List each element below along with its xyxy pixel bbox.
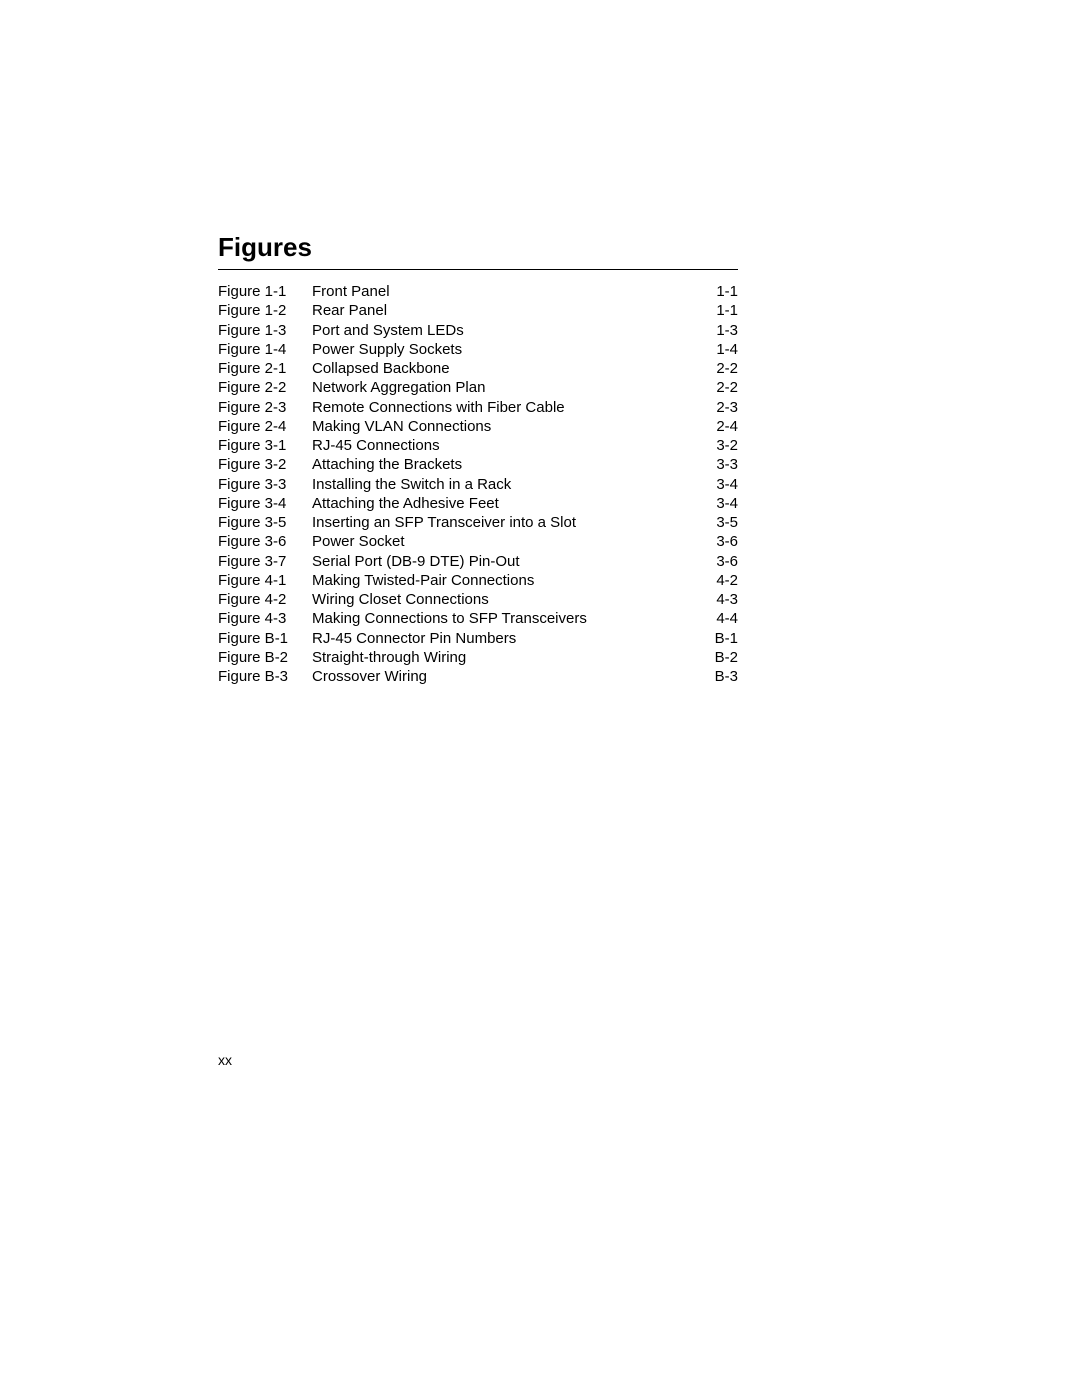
- figure-entry: Figure 3-4Attaching the Adhesive Feet3-4: [218, 494, 738, 513]
- figure-title: Power Socket: [312, 533, 698, 550]
- figure-number: Figure B-1: [218, 630, 312, 647]
- figure-entry: Figure 4-2Wiring Closet Connections4-3: [218, 590, 738, 609]
- figure-page: 3-6: [698, 553, 738, 570]
- figure-entry: Figure B-2Straight-through WiringB-2: [218, 648, 738, 667]
- figure-number: Figure 2-3: [218, 399, 312, 416]
- figure-number: Figure B-3: [218, 668, 312, 685]
- figure-entry: Figure 2-3Remote Connections with Fiber …: [218, 398, 738, 417]
- figure-title: Network Aggregation Plan: [312, 379, 698, 396]
- figure-number: Figure 1-3: [218, 322, 312, 339]
- figure-entry: Figure 3-3Installing the Switch in a Rac…: [218, 475, 738, 494]
- figure-entry: Figure 3-2Attaching the Brackets3-3: [218, 455, 738, 474]
- figure-number: Figure 1-1: [218, 283, 312, 300]
- figure-title: Attaching the Brackets: [312, 456, 698, 473]
- figure-entry: Figure 2-4Making VLAN Connections2-4: [218, 417, 738, 436]
- figure-title: RJ-45 Connector Pin Numbers: [312, 630, 698, 647]
- figure-number: Figure B-2: [218, 649, 312, 666]
- figure-page: 2-2: [698, 379, 738, 396]
- figures-list: Figure 1-1Front Panel1-1Figure 1-2Rear P…: [218, 282, 738, 686]
- figure-number: Figure 2-4: [218, 418, 312, 435]
- figure-title: Attaching the Adhesive Feet: [312, 495, 698, 512]
- figure-title: Crossover Wiring: [312, 668, 698, 685]
- figure-page: 3-6: [698, 533, 738, 550]
- figure-page: 1-1: [698, 283, 738, 300]
- figure-number: Figure 2-1: [218, 360, 312, 377]
- figure-page: 1-4: [698, 341, 738, 358]
- figure-number: Figure 2-2: [218, 379, 312, 396]
- figure-entry: Figure 4-1Making Twisted-Pair Connection…: [218, 571, 738, 590]
- figure-entry: Figure 1-1Front Panel1-1: [218, 282, 738, 301]
- figure-title: Straight-through Wiring: [312, 649, 698, 666]
- figure-title: Making Connections to SFP Transceivers: [312, 610, 698, 627]
- figure-number: Figure 1-2: [218, 302, 312, 319]
- figure-entry: Figure 1-2Rear Panel1-1: [218, 301, 738, 320]
- figure-page: B-1: [698, 630, 738, 647]
- figure-number: Figure 3-5: [218, 514, 312, 531]
- figure-entry: Figure 1-3Port and System LEDs1-3: [218, 321, 738, 340]
- figure-entry: Figure B-3Crossover WiringB-3: [218, 667, 738, 686]
- figure-page: 1-1: [698, 302, 738, 319]
- figure-page: 3-4: [698, 495, 738, 512]
- figure-number: Figure 3-4: [218, 495, 312, 512]
- figure-page: 3-5: [698, 514, 738, 531]
- figure-page: 3-4: [698, 476, 738, 493]
- figure-entry: Figure 2-2Network Aggregation Plan2-2: [218, 378, 738, 397]
- figure-number: Figure 4-3: [218, 610, 312, 627]
- figure-title: Power Supply Sockets: [312, 341, 698, 358]
- figure-entry: Figure 3-1RJ-45 Connections3-2: [218, 436, 738, 455]
- figure-page: 4-3: [698, 591, 738, 608]
- page-number: xx: [218, 1052, 232, 1068]
- figure-page: 3-3: [698, 456, 738, 473]
- figure-page: 2-3: [698, 399, 738, 416]
- figure-title: Wiring Closet Connections: [312, 591, 698, 608]
- document-page: Figures Figure 1-1Front Panel1-1Figure 1…: [0, 0, 1080, 686]
- figure-entry: Figure 1-4Power Supply Sockets1-4: [218, 340, 738, 359]
- figure-number: Figure 3-3: [218, 476, 312, 493]
- figure-number: Figure 3-1: [218, 437, 312, 454]
- figure-entry: Figure B-1RJ-45 Connector Pin NumbersB-1: [218, 629, 738, 648]
- figure-entry: Figure 2-1Collapsed Backbone2-2: [218, 359, 738, 378]
- figure-title: Inserting an SFP Transceiver into a Slot: [312, 514, 698, 531]
- figure-title: Port and System LEDs: [312, 322, 698, 339]
- figure-number: Figure 3-7: [218, 553, 312, 570]
- figure-page: 4-4: [698, 610, 738, 627]
- figure-page: 2-2: [698, 360, 738, 377]
- figure-title: Serial Port (DB-9 DTE) Pin-Out: [312, 553, 698, 570]
- figure-page: B-3: [698, 668, 738, 685]
- figure-number: Figure 3-6: [218, 533, 312, 550]
- figure-entry: Figure 4-3Making Connections to SFP Tran…: [218, 609, 738, 628]
- figure-page: 2-4: [698, 418, 738, 435]
- figure-title: Rear Panel: [312, 302, 698, 319]
- figure-title: Installing the Switch in a Rack: [312, 476, 698, 493]
- figure-page: 1-3: [698, 322, 738, 339]
- figure-entry: Figure 3-7Serial Port (DB-9 DTE) Pin-Out…: [218, 552, 738, 571]
- figure-title: Making Twisted-Pair Connections: [312, 572, 698, 589]
- figure-entry: Figure 3-6Power Socket3-6: [218, 532, 738, 551]
- figure-title: Making VLAN Connections: [312, 418, 698, 435]
- figure-page: 4-2: [698, 572, 738, 589]
- figure-entry: Figure 3-5Inserting an SFP Transceiver i…: [218, 513, 738, 532]
- figure-title: RJ-45 Connections: [312, 437, 698, 454]
- figure-number: Figure 3-2: [218, 456, 312, 473]
- figure-page: B-2: [698, 649, 738, 666]
- figure-page: 3-2: [698, 437, 738, 454]
- figure-title: Remote Connections with Fiber Cable: [312, 399, 698, 416]
- figure-title: Front Panel: [312, 283, 698, 300]
- figure-number: Figure 4-1: [218, 572, 312, 589]
- figure-number: Figure 1-4: [218, 341, 312, 358]
- figures-heading: Figures: [218, 232, 738, 270]
- figure-title: Collapsed Backbone: [312, 360, 698, 377]
- figure-number: Figure 4-2: [218, 591, 312, 608]
